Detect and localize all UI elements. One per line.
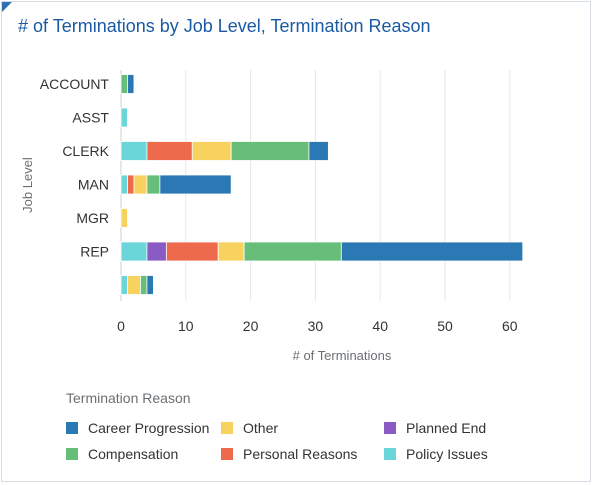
legend-label: Planned End xyxy=(406,420,487,436)
bar-segment xyxy=(146,241,167,262)
y-tick-label: ASST xyxy=(72,110,109,126)
legend-label: Career Progression xyxy=(88,420,210,436)
bar-segment xyxy=(120,141,148,161)
bar-segment xyxy=(127,275,141,295)
bar-segment xyxy=(243,241,342,262)
x-axis-title: # of Terminations xyxy=(293,348,392,363)
legend-label: Personal Reasons xyxy=(243,446,358,462)
legend-label: Other xyxy=(243,420,279,436)
bar-segment xyxy=(340,241,524,262)
legend-item[interactable]: Other xyxy=(221,420,278,436)
y-tick-label: REP xyxy=(80,244,109,260)
bar-segment xyxy=(217,241,245,262)
legend-swatch xyxy=(384,422,396,434)
x-tick-label: 40 xyxy=(372,318,388,334)
bar-segment xyxy=(140,275,148,295)
legend-swatch xyxy=(221,422,233,434)
bar-segment xyxy=(120,174,128,195)
x-tick-label: 60 xyxy=(502,318,518,334)
bar-segment xyxy=(120,107,128,128)
legend-label: Policy Issues xyxy=(406,446,488,462)
bar-segment xyxy=(308,141,329,161)
bar-segment xyxy=(165,241,219,262)
bar-segment xyxy=(120,208,128,228)
x-tick-label: 50 xyxy=(437,318,453,334)
x-tick-label: 20 xyxy=(243,318,259,334)
bar-segment xyxy=(127,74,135,94)
bar-segment xyxy=(133,174,148,195)
legend-swatch xyxy=(66,422,78,434)
chart-title: # of Terminations by Job Level, Terminat… xyxy=(18,16,431,36)
bar-segment xyxy=(159,174,232,195)
legend-item[interactable]: Planned End xyxy=(384,420,486,436)
bar-segment xyxy=(146,141,193,161)
legend-swatch xyxy=(221,448,233,460)
legend-item[interactable]: Compensation xyxy=(66,446,178,462)
bar-segment xyxy=(146,275,154,295)
bar-segment xyxy=(120,74,128,94)
legend-swatch xyxy=(66,448,78,460)
legend-item[interactable]: Personal Reasons xyxy=(221,446,357,462)
x-tick-label: 10 xyxy=(178,318,194,334)
x-tick-label: 30 xyxy=(308,318,324,334)
legend-swatch xyxy=(384,448,396,460)
bar-segment xyxy=(191,141,232,161)
legend-title: Termination Reason xyxy=(66,390,191,406)
bar-segment xyxy=(127,174,135,195)
bar-segment xyxy=(120,241,148,262)
y-tick-label: CLERK xyxy=(62,143,109,159)
legend-label: Compensation xyxy=(88,446,179,462)
legend-item[interactable]: Policy Issues xyxy=(384,446,488,462)
y-axis-title: Job Level xyxy=(20,157,35,213)
x-tick-label: 0 xyxy=(117,318,125,334)
y-tick-label: MGR xyxy=(76,210,109,226)
bar-segment xyxy=(146,174,161,195)
bar-segment xyxy=(120,275,128,295)
y-tick-label: MAN xyxy=(78,177,109,193)
legend-item[interactable]: Career Progression xyxy=(66,420,209,436)
bar-segment xyxy=(230,141,310,161)
corner-marker xyxy=(2,2,12,12)
y-tick-label: ACCOUNT xyxy=(40,76,110,92)
